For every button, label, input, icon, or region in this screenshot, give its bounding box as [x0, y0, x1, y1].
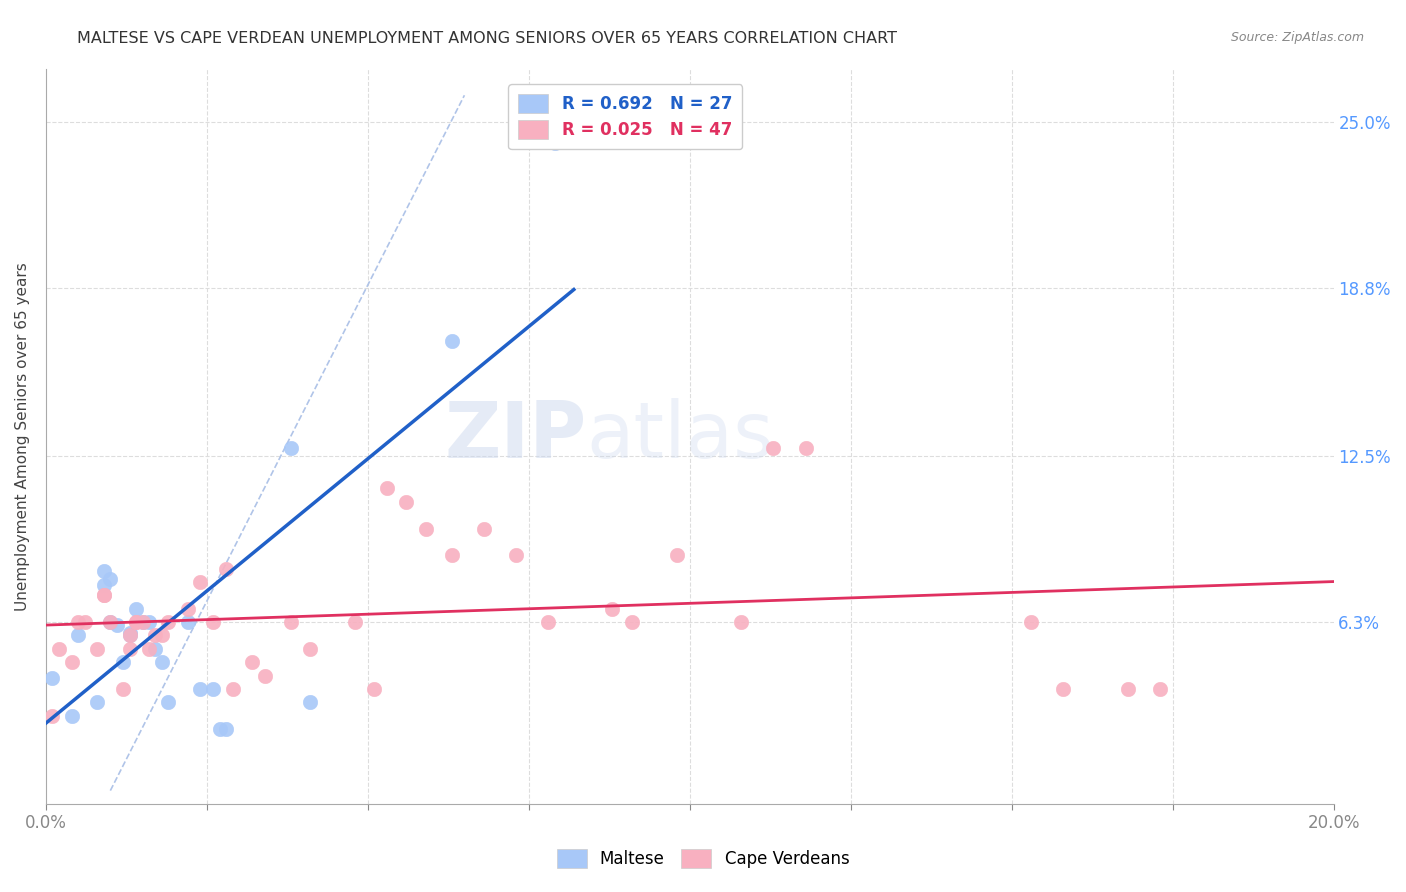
Point — [176, 615, 198, 629]
Point — [240, 655, 263, 669]
Point — [190, 574, 212, 589]
Point — [375, 482, 398, 496]
Point — [537, 615, 560, 629]
Point — [105, 617, 128, 632]
Point — [298, 695, 321, 709]
Point — [41, 671, 63, 685]
Point — [176, 601, 198, 615]
Point — [472, 522, 495, 536]
Point — [67, 615, 90, 629]
Point — [125, 615, 148, 629]
Point — [125, 615, 148, 629]
Text: atlas: atlas — [586, 398, 775, 475]
Point — [145, 641, 167, 656]
Point — [86, 695, 108, 709]
Point — [298, 641, 321, 656]
Legend: Maltese, Cape Verdeans: Maltese, Cape Verdeans — [550, 842, 856, 875]
Point — [98, 615, 121, 629]
Point — [620, 615, 643, 629]
Point — [363, 681, 385, 696]
Point — [157, 695, 180, 709]
Point — [118, 625, 141, 640]
Point — [1052, 681, 1074, 696]
Point — [440, 548, 463, 562]
Point — [41, 708, 63, 723]
Point — [343, 615, 366, 629]
Point — [1149, 681, 1171, 696]
Point — [215, 561, 238, 575]
Point — [395, 495, 418, 509]
Point — [1019, 615, 1042, 629]
Point — [215, 722, 238, 736]
Point — [67, 628, 90, 642]
Point — [98, 572, 121, 586]
Text: Source: ZipAtlas.com: Source: ZipAtlas.com — [1230, 31, 1364, 45]
Point — [138, 615, 160, 629]
Point — [280, 615, 302, 629]
Point — [112, 681, 135, 696]
Point — [440, 334, 463, 349]
Point — [190, 681, 212, 696]
Point — [93, 588, 115, 602]
Point — [602, 601, 624, 615]
Point — [157, 615, 180, 629]
Point — [665, 548, 688, 562]
Y-axis label: Unemployment Among Seniors over 65 years: Unemployment Among Seniors over 65 years — [15, 262, 30, 611]
Point — [48, 641, 70, 656]
Point — [98, 615, 121, 629]
Point — [505, 548, 527, 562]
Point — [138, 641, 160, 656]
Point — [73, 615, 96, 629]
Point — [131, 615, 153, 629]
Point — [415, 522, 437, 536]
Point — [60, 655, 83, 669]
Legend: R = 0.692   N = 27, R = 0.025   N = 47: R = 0.692 N = 27, R = 0.025 N = 47 — [509, 84, 742, 149]
Point — [93, 577, 115, 591]
Point — [794, 442, 817, 456]
Point — [60, 708, 83, 723]
Point — [221, 681, 243, 696]
Point — [762, 442, 785, 456]
Point — [118, 641, 141, 656]
Point — [150, 628, 173, 642]
Text: MALTESE VS CAPE VERDEAN UNEMPLOYMENT AMONG SENIORS OVER 65 YEARS CORRELATION CHA: MALTESE VS CAPE VERDEAN UNEMPLOYMENT AMO… — [77, 31, 897, 46]
Text: ZIP: ZIP — [444, 398, 586, 475]
Point — [208, 722, 231, 736]
Point — [86, 641, 108, 656]
Point — [280, 442, 302, 456]
Point — [253, 668, 276, 682]
Point — [145, 628, 167, 642]
Point — [125, 601, 148, 615]
Point — [112, 655, 135, 669]
Point — [93, 564, 115, 578]
Point — [150, 655, 173, 669]
Point — [131, 615, 153, 629]
Point — [543, 136, 565, 151]
Point — [118, 628, 141, 642]
Point — [730, 615, 752, 629]
Point — [202, 681, 225, 696]
Point — [1116, 681, 1139, 696]
Point — [202, 615, 225, 629]
Point — [93, 588, 115, 602]
Point — [118, 628, 141, 642]
